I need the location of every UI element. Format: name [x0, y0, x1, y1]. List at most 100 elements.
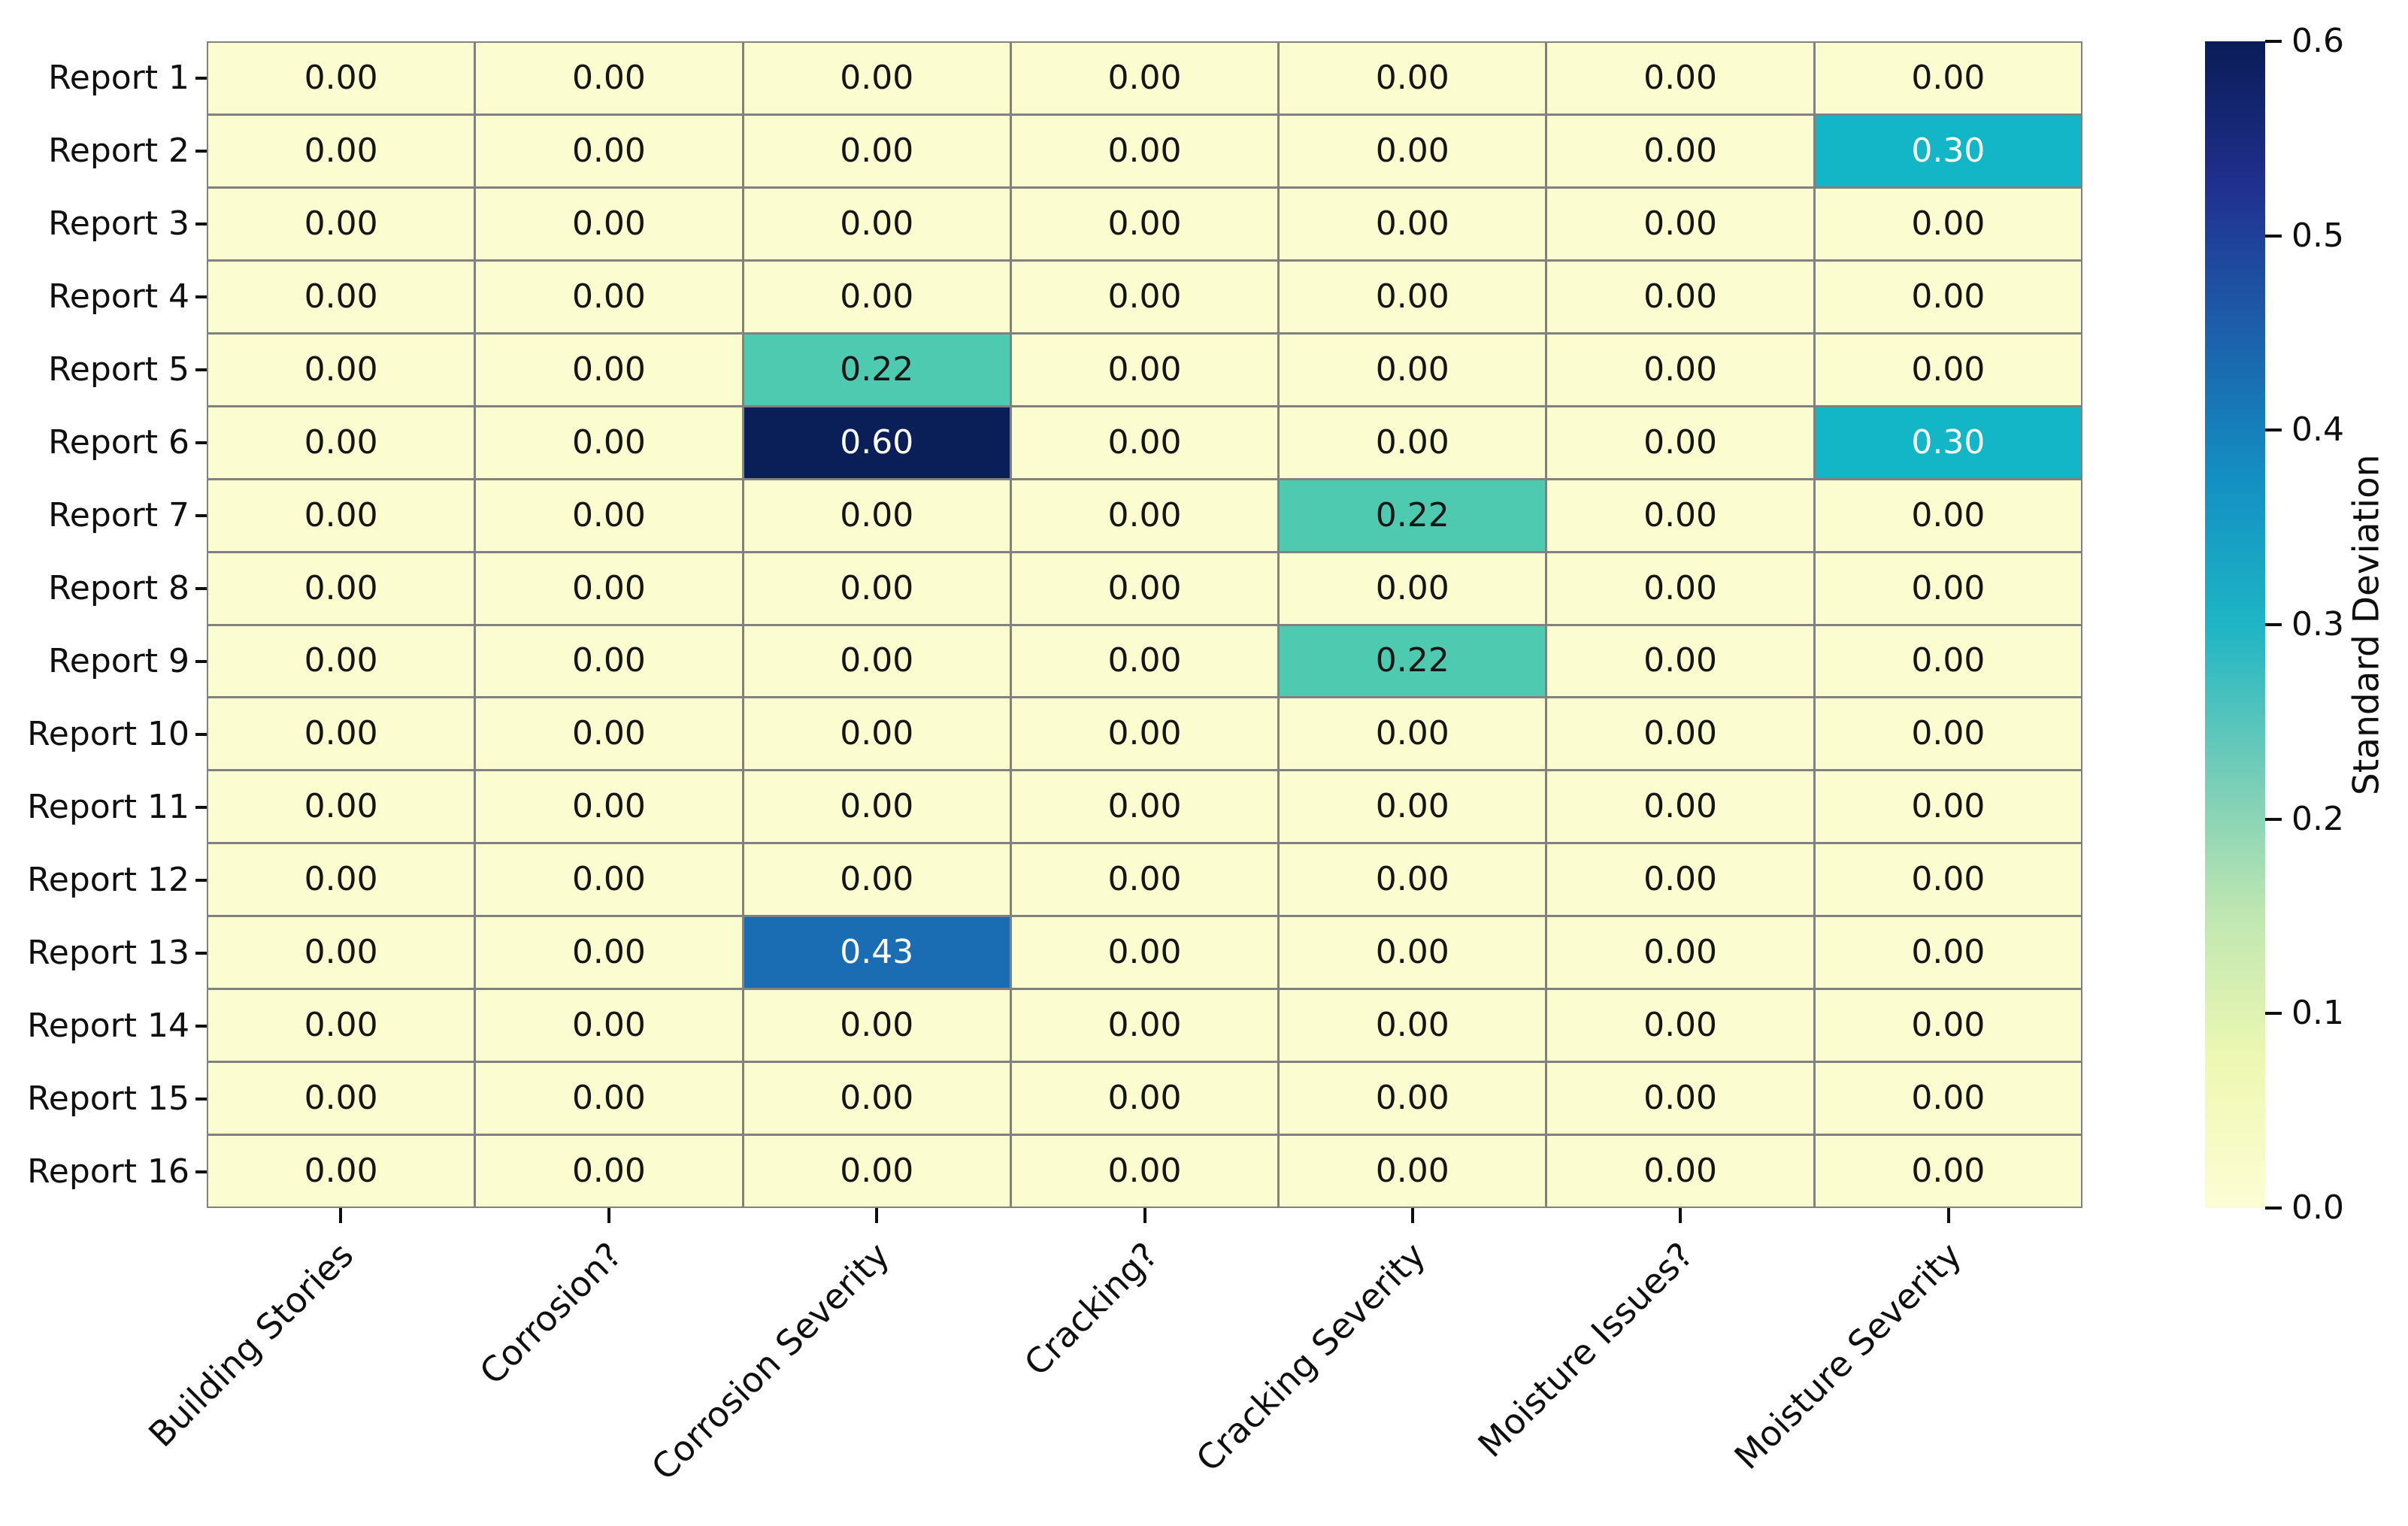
heatmap-cell: 0.00 — [208, 188, 474, 259]
heatmap-cell: 0.00 — [744, 188, 1010, 259]
heatmap-cell: 0.00 — [744, 261, 1010, 332]
y-tick-mark — [195, 222, 207, 226]
heatmap-cell: 0.00 — [208, 553, 474, 624]
heatmap-cell: 0.00 — [744, 698, 1010, 770]
heatmap-cell: 0.00 — [1011, 1136, 1278, 1207]
heatmap-cell: 0.00 — [476, 188, 742, 259]
heatmap-cell: 0.00 — [1815, 698, 2081, 770]
heatmap-cell: 0.00 — [476, 334, 742, 405]
y-tick-mark — [195, 732, 207, 736]
heatmap-cell: 0.00 — [1815, 1136, 2081, 1207]
heatmap-cell: 0.22 — [744, 334, 1010, 405]
heatmap-cell: 0.22 — [1280, 480, 1546, 551]
heatmap-cell: 0.00 — [1280, 261, 1546, 332]
colorbar-tick-label: 0.5 — [2291, 216, 2344, 255]
heatmap-cell: 0.00 — [1280, 771, 1546, 843]
y-tick-label: Report 9 — [48, 641, 189, 680]
colorbar-tick-mark — [2265, 428, 2282, 432]
heatmap-cell: 0.00 — [1280, 334, 1546, 405]
colorbar-tick-mark — [2265, 1012, 2282, 1016]
heatmap-cell: 0.00 — [208, 480, 474, 551]
heatmap-cell: 0.00 — [1011, 625, 1278, 697]
x-tick-mark — [1143, 1208, 1146, 1223]
heatmap-cell: 0.00 — [1011, 407, 1278, 478]
heatmap-cell: 0.00 — [476, 261, 742, 332]
heatmap-cell: 0.00 — [1815, 625, 2081, 697]
y-tick-mark — [195, 805, 207, 809]
heatmap-cell: 0.00 — [1815, 334, 2081, 405]
y-tick-label: Report 8 — [48, 568, 189, 607]
heatmap-cell: 0.00 — [1547, 553, 1813, 624]
colorbar-tick-label: 0.2 — [2291, 799, 2344, 838]
heatmap-cell: 0.00 — [476, 771, 742, 843]
heatmap-cell: 0.00 — [1815, 188, 2081, 259]
heatmap-cell: 0.00 — [1815, 261, 2081, 332]
colorbar-tick-mark — [2265, 817, 2282, 821]
heatmap-cell: 0.00 — [1547, 407, 1813, 478]
heatmap-cell: 0.00 — [1815, 844, 2081, 916]
heatmap-cell: 0.00 — [208, 771, 474, 843]
heatmap-cell: 0.00 — [744, 990, 1010, 1061]
heatmap-cell: 0.00 — [1547, 334, 1813, 405]
y-tick-label: Report 16 — [27, 1152, 189, 1191]
heatmap-cell: 0.00 — [1011, 1063, 1278, 1134]
heatmap-cell: 0.00 — [476, 1136, 742, 1207]
y-tick-label: Report 10 — [27, 714, 189, 753]
heatmap-cell: 0.00 — [1547, 698, 1813, 770]
x-tick-mark — [339, 1208, 343, 1223]
heatmap-cell: 0.00 — [208, 990, 474, 1061]
heatmap-cell: 0.00 — [476, 625, 742, 697]
heatmap-cell: 0.00 — [1547, 990, 1813, 1061]
heatmap-cell: 0.00 — [1011, 990, 1278, 1061]
heatmap-cell: 0.00 — [1547, 844, 1813, 916]
y-tick-mark — [195, 1097, 207, 1101]
colorbar-tick-label: 0.1 — [2291, 994, 2344, 1033]
x-tick-mark — [607, 1208, 610, 1223]
heatmap-cell: 0.00 — [744, 1136, 1010, 1207]
y-tick-mark — [195, 1024, 207, 1028]
heatmap-cell: 0.00 — [208, 407, 474, 478]
heatmap-cell: 0.00 — [208, 334, 474, 405]
heatmap-cell: 0.00 — [744, 43, 1010, 114]
heatmap-cell: 0.00 — [1011, 480, 1278, 551]
heatmap-cell: 0.00 — [1011, 43, 1278, 114]
y-tick-mark — [195, 76, 207, 80]
heatmap-cell: 0.00 — [1547, 115, 1813, 186]
heatmap-cell: 0.00 — [476, 553, 742, 624]
heatmap-cell: 0.00 — [744, 625, 1010, 697]
heatmap-cell: 0.00 — [1547, 188, 1813, 259]
colorbar-tick-label: 0.3 — [2291, 605, 2344, 643]
heatmap-cell: 0.00 — [1280, 115, 1546, 186]
heatmap-cell: 0.00 — [476, 990, 742, 1061]
heatmap-cell: 0.00 — [476, 698, 742, 770]
y-tick-mark — [195, 586, 207, 590]
heatmap-cell: 0.00 — [476, 844, 742, 916]
y-tick-label: Report 5 — [48, 350, 189, 389]
y-tick-mark — [195, 878, 207, 882]
heatmap-cell: 0.00 — [1011, 261, 1278, 332]
heatmap-cell: 0.00 — [744, 115, 1010, 186]
colorbar-tick-mark — [2265, 623, 2282, 626]
heatmap-cell: 0.00 — [1280, 844, 1546, 916]
heatmap-cell: 0.00 — [208, 1136, 474, 1207]
heatmap-cell: 0.22 — [1280, 625, 1546, 697]
heatmap-cell: 0.00 — [1011, 771, 1278, 843]
y-tick-label: Report 4 — [48, 277, 189, 316]
heatmap-cell: 0.00 — [476, 43, 742, 114]
heatmap-cell: 0.00 — [1011, 698, 1278, 770]
x-tick-mark — [875, 1208, 879, 1223]
y-tick-mark — [195, 441, 207, 444]
heatmap-cell: 0.30 — [1815, 115, 2081, 186]
y-tick-mark — [195, 149, 207, 153]
x-tick-mark — [1679, 1208, 1683, 1223]
heatmap-grid: 0.00 0.00 0.00 0.00 0.00 0.00 0.00 0.00 0.00 0.00… — [207, 41, 2082, 1208]
y-tick-mark — [195, 295, 207, 298]
x-tick-mark — [1946, 1208, 1950, 1223]
heatmap-cell: 0.00 — [1815, 917, 2081, 989]
heatmap-cell: 0.00 — [1547, 917, 1813, 989]
heatmap-cell: 0.00 — [476, 1063, 742, 1134]
heatmap-cell: 0.00 — [208, 625, 474, 697]
heatmap-cell: 0.00 — [1011, 334, 1278, 405]
colorbar-tick-label: 0.0 — [2291, 1188, 2344, 1227]
y-tick-label: Report 15 — [27, 1079, 189, 1118]
